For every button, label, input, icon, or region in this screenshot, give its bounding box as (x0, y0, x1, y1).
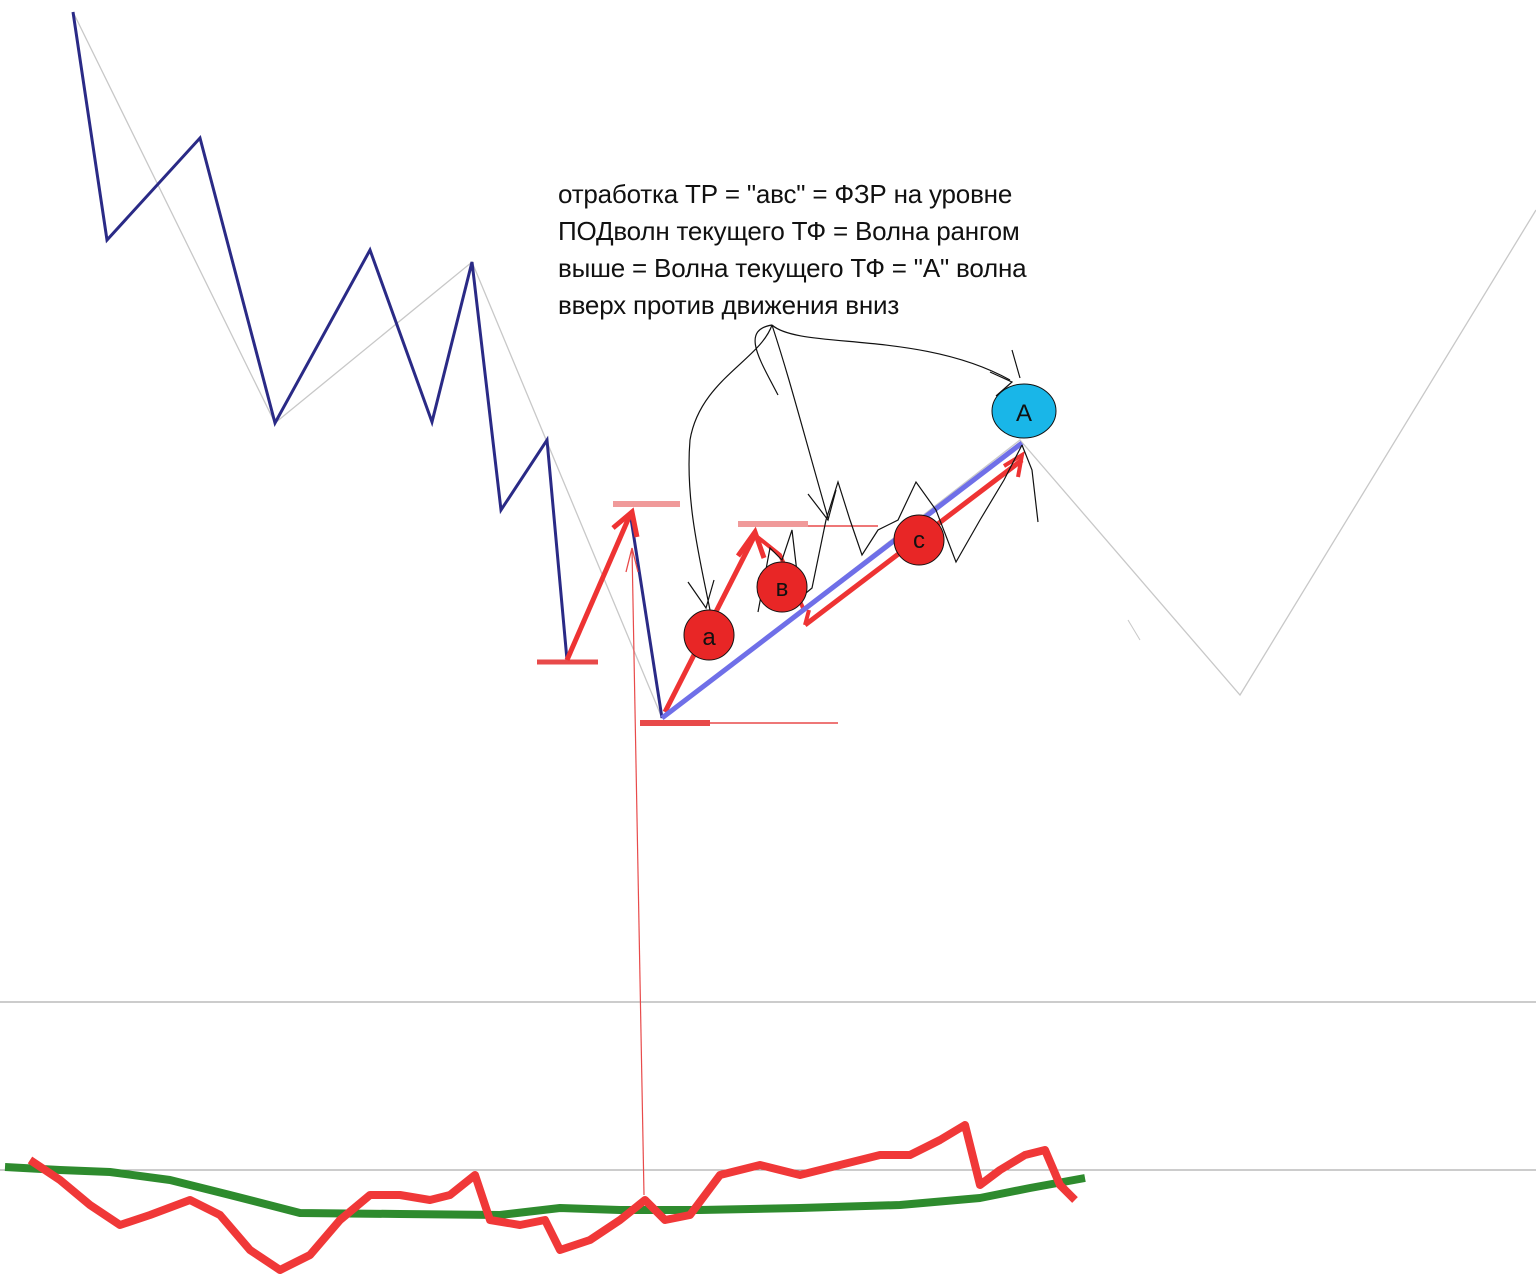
wave-arrow-left (564, 514, 633, 661)
pointer-tick (1011, 349, 1021, 379)
wave-arrow-a-head (735, 526, 767, 559)
time-marker-arrowhead (625, 547, 639, 573)
sub-wave-zigzag (757, 444, 1023, 613)
pointer-to-b-head (807, 489, 837, 522)
pointer-to-b (771, 324, 829, 519)
annotation-line-1: отработка ТР = "авс" = ФЗР на уровне (558, 179, 1013, 209)
price-zigzag-line-2 (628, 511, 664, 719)
wave-arrow-c-base (803, 609, 811, 626)
wave-label-b-text: в (776, 575, 789, 602)
wave-label-A-text: A (1016, 400, 1032, 427)
oscillator-slow-line (4, 1163, 1086, 1219)
pointer-extra (754, 324, 779, 396)
wave-arrow-left-head (611, 507, 640, 538)
annotation-text: отработка ТР = "авс" = ФЗР на уровне ПОД… (558, 176, 1158, 324)
pointer-to-a-head (687, 579, 715, 610)
wave-label-A: A (991, 383, 1057, 439)
annotation-line-4: вверх против движения вниз (558, 290, 900, 320)
wave-label-a-text: a (702, 624, 716, 651)
pointer-to-a (688, 324, 773, 611)
pointer-to-A (771, 324, 1011, 381)
wave-label-c: c (893, 514, 945, 566)
price-zigzag-line (71, 11, 569, 661)
grey-tick-mark (1127, 619, 1141, 641)
sub-wave-tail (1021, 444, 1039, 523)
wave-a-line (660, 441, 1024, 720)
oscillator-fast-line (27, 1121, 1078, 1274)
wave-label-c-text: c (913, 527, 925, 554)
time-marker-line (631, 547, 645, 1196)
wave-label-a: a (683, 609, 735, 661)
wave-label-b: в (756, 561, 808, 613)
annotation-line-2: ПОДволн текущего ТФ = Волна рангом (558, 216, 1020, 246)
annotation-line-3: выше = Волна текущего ТФ = "А" волна (558, 253, 1027, 283)
wave-arrow-c-head (1002, 450, 1025, 478)
